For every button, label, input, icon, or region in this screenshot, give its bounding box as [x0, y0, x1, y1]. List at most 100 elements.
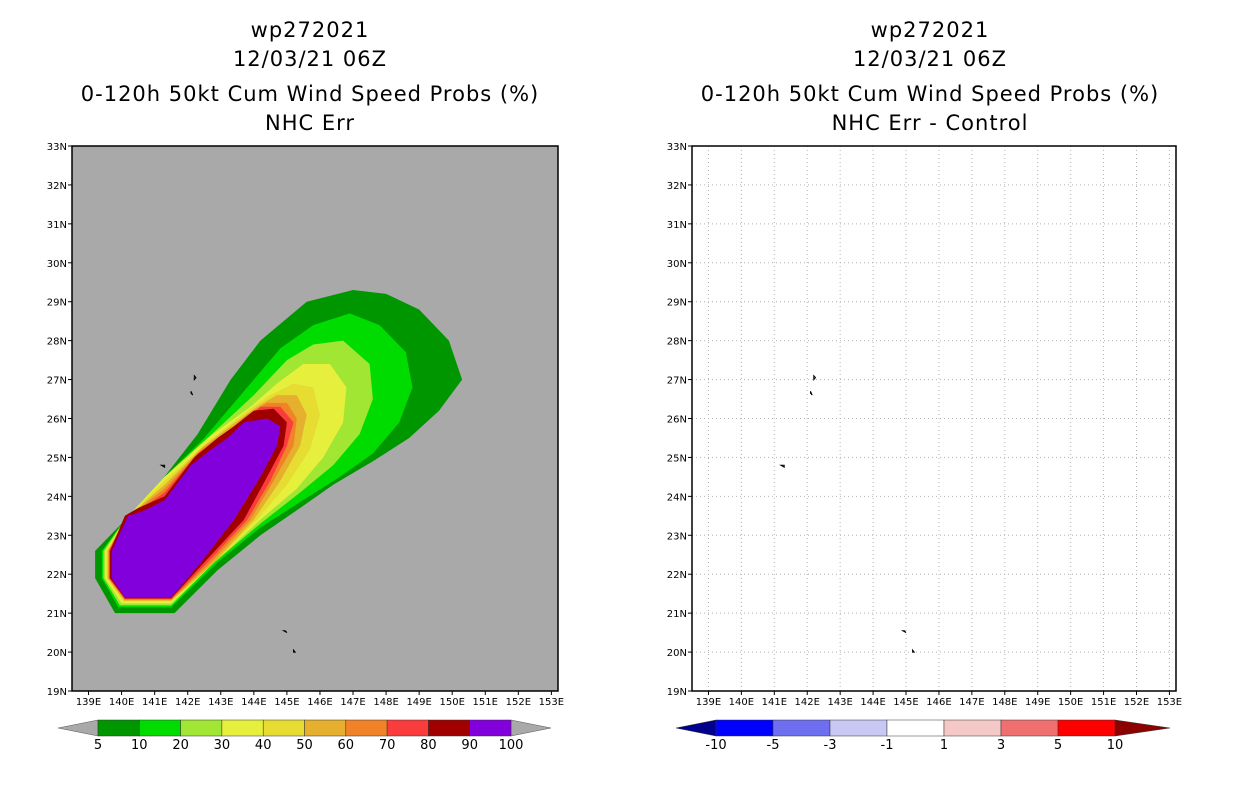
y-tick-label: 31N	[667, 220, 687, 231]
island-outline	[912, 648, 916, 653]
left-title-line1: 0-120h 50kt Cum Wind Speed Probs (%)	[80, 82, 540, 106]
colorbar-swatch	[221, 719, 264, 737]
left-map-panel: 139E 140E 141E 142E 143E 144E 145E 146E 147E 148E…	[47, 142, 564, 753]
x-tick-label: 140E	[109, 697, 134, 708]
y-tick-label: 21N	[47, 609, 67, 620]
y-tick-label: 31N	[47, 220, 67, 231]
x-tick-label: 146E	[926, 697, 951, 708]
y-tick-label: 27N	[667, 376, 687, 387]
colorbar-swatch	[772, 719, 831, 737]
y-tick-label: 26N	[47, 415, 67, 426]
right-datetime: 12/03/21 06Z	[852, 47, 1008, 71]
colorbar-left-triangle	[57, 719, 99, 737]
y-tick-label: 19N	[47, 687, 67, 698]
colorbar-label: 60	[338, 738, 355, 753]
y-tick-label: 24N	[47, 492, 67, 503]
x-tick-label: 148E	[992, 697, 1017, 708]
y-tick-label: 30N	[47, 259, 67, 270]
colorbar-swatch	[180, 719, 223, 737]
y-tick-label: 21N	[667, 609, 687, 620]
left-title-line2: NHC Err	[264, 111, 355, 135]
island-outline	[779, 464, 785, 469]
y-tick-label: 20N	[667, 648, 687, 659]
colorbar-label: 10	[1107, 738, 1124, 753]
left-colorbar: 5 10 20 30 40 50 60 70 80 90 100	[57, 719, 552, 753]
y-tick-label: 22N	[667, 570, 687, 581]
x-tick-label: 140E	[729, 697, 754, 708]
right-title-block: wp272021 12/03/21 06Z 0-120h 50kt Cum Wi…	[660, 16, 1200, 138]
colorbar-label: 20	[172, 738, 189, 753]
x-tick-label: 139E	[76, 697, 101, 708]
y-tick-label: 32N	[47, 181, 67, 192]
colorbar-swatch	[262, 719, 305, 737]
contour-90pct	[111, 418, 281, 598]
colorbar-swatch	[428, 719, 470, 737]
x-tick-label: 147E	[959, 697, 984, 708]
x-tick-label: 153E	[1157, 697, 1182, 708]
y-tick-label: 20N	[47, 648, 67, 659]
y-tick-label: 28N	[667, 337, 687, 348]
colorbar-swatch	[715, 719, 774, 737]
island-outline	[193, 374, 197, 381]
y-tick-label: 23N	[47, 531, 67, 542]
colorbar-label: -5	[767, 738, 780, 753]
colorbar-label: -3	[824, 738, 837, 753]
colorbar-label: 70	[379, 738, 396, 753]
x-tick-label: 149E	[406, 697, 431, 708]
colorbar-right-triangle	[1114, 719, 1171, 737]
colorbar-label: 10	[131, 738, 148, 753]
x-tick-label: 143E	[208, 697, 233, 708]
x-tick-label: 150E	[440, 697, 465, 708]
y-tick-label: 33N	[47, 142, 67, 153]
island-outline	[900, 630, 907, 634]
colorbar-swatch	[829, 719, 888, 737]
colorbar-swatch	[97, 719, 140, 737]
colorbar-swatch	[943, 719, 1002, 737]
colorbar-label: 30	[214, 738, 231, 753]
y-tick-label: 30N	[667, 259, 687, 270]
colorbar-label: 5	[1054, 738, 1062, 753]
y-tick-label: 29N	[47, 298, 67, 309]
left-storm-id: wp272021	[250, 18, 370, 42]
x-tick-label: 142E	[175, 697, 200, 708]
colorbar-label: 80	[420, 738, 437, 753]
island-outline	[281, 630, 288, 634]
y-tick-label: 19N	[667, 687, 687, 698]
x-tick-label: 147E	[340, 697, 365, 708]
x-tick-label: 151E	[1091, 697, 1116, 708]
island-outline	[159, 464, 166, 469]
colorbar-label: 90	[461, 738, 478, 753]
x-tick-label: 149E	[1025, 697, 1050, 708]
colorbar-label: -10	[705, 738, 726, 753]
x-tick-label: 152E	[506, 697, 531, 708]
right-storm-id: wp272021	[870, 18, 990, 42]
y-tick-label: 22N	[47, 570, 67, 581]
x-tick-label: 142E	[795, 697, 820, 708]
colorbar-swatch	[1057, 719, 1116, 737]
y-tick-label: 24N	[667, 492, 687, 503]
x-tick-label: 151E	[473, 697, 498, 708]
x-tick-label: 145E	[893, 697, 918, 708]
y-tick-label: 28N	[47, 337, 67, 348]
right-map-panel: 139E 140E 141E 142E 143E 144E 145E 146E 147E 148E…	[667, 142, 1182, 753]
x-tick-label: 150E	[1058, 697, 1083, 708]
left-title-block: wp272021 12/03/21 06Z 0-120h 50kt Cum Wi…	[40, 16, 580, 138]
island-outline	[810, 391, 813, 396]
colorbar-swatch	[886, 719, 945, 737]
y-tick-label: 23N	[667, 531, 687, 542]
colorbar-label: 5	[94, 738, 102, 753]
colorbar-left-triangle	[675, 719, 717, 737]
colorbar-label: 100	[499, 738, 524, 753]
x-tick-label: 144E	[241, 697, 266, 708]
x-tick-label: 148E	[373, 697, 398, 708]
y-tick-label: 33N	[667, 142, 687, 153]
y-tick-label: 27N	[47, 376, 67, 387]
x-tick-label: 153E	[539, 697, 564, 708]
x-tick-label: 146E	[307, 697, 332, 708]
colorbar-label: 1	[940, 738, 948, 753]
x-tick-label: 141E	[762, 697, 787, 708]
colorbar-swatch	[139, 719, 181, 737]
island-outline	[190, 391, 194, 396]
colorbar-label: 3	[997, 738, 1005, 753]
